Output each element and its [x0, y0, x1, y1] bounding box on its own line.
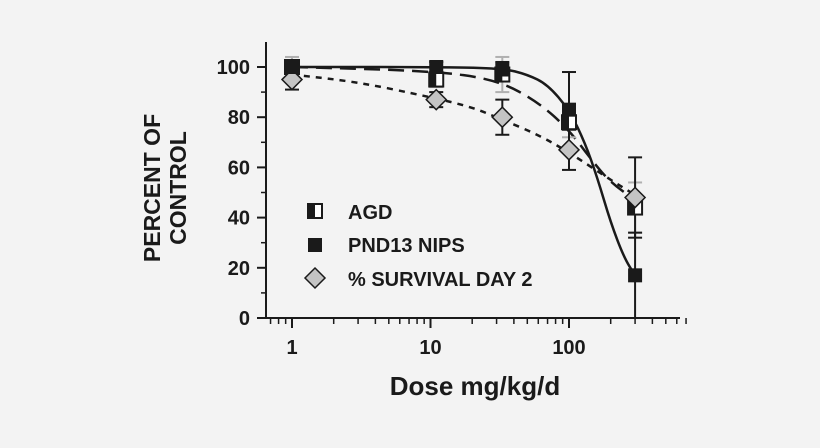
y-tick-label-60: 60 — [228, 157, 250, 179]
legend: AGD PND13 NIPS % SURVIVAL DAY 2 — [303, 202, 533, 291]
y-axis-label-line-1: PERCENT OF — [139, 114, 165, 262]
y-tick-label-20: 20 — [228, 258, 250, 280]
x-tick-label-1: 1 — [286, 337, 297, 359]
legend-marker-pnd13-nips — [308, 238, 322, 252]
y-tick-label-0: 0 — [239, 308, 250, 330]
marker-agd-fill — [628, 200, 636, 215]
legend-label-survival: % SURVIVAL DAY 2 — [348, 269, 533, 291]
marker-agd-fill — [562, 115, 569, 130]
marker-pnd13-4 — [628, 268, 643, 283]
marker-agd-1 — [428, 71, 445, 88]
x-tick-label-10: 10 — [419, 337, 441, 359]
y-tick-label-100: 100 — [217, 57, 250, 79]
marker-pnd13-2 — [495, 62, 510, 77]
legend-marker-agd — [307, 203, 323, 219]
marker-survival-3 — [557, 138, 581, 161]
legend-label-pnd13-nips: PND13 NIPS — [348, 235, 465, 257]
marker-agd-fill — [429, 72, 437, 87]
y-axis-label-line-2: CONTROL — [165, 131, 191, 245]
fit-curve-2 — [291, 73, 636, 197]
marker-agd-3 — [561, 114, 577, 131]
axes: 0 20 40 60 80 100 1 10 100 — [217, 42, 687, 359]
y-tick-label-40: 40 — [228, 208, 250, 230]
marker-survival-0 — [280, 68, 304, 91]
marker-survival-1 — [425, 88, 448, 111]
legend-marker-survival — [303, 266, 327, 290]
marker-survival-2 — [491, 106, 514, 129]
fit-curves — [291, 65, 637, 276]
marker-pnd13-0 — [285, 60, 299, 74]
data-markers — [280, 59, 647, 283]
x-axis-label: Dose mg/kg/d — [390, 371, 560, 401]
fit-curve-1 — [292, 65, 637, 276]
y-tick-label-80: 80 — [228, 107, 250, 129]
marker-pnd13-3 — [562, 102, 576, 117]
legend-label-agd: AGD — [348, 202, 392, 224]
x-tick-label-100: 100 — [552, 337, 585, 359]
fit-curve-0 — [291, 65, 636, 202]
marker-survival-4 — [624, 186, 647, 209]
marker-pnd13-1 — [429, 60, 444, 74]
